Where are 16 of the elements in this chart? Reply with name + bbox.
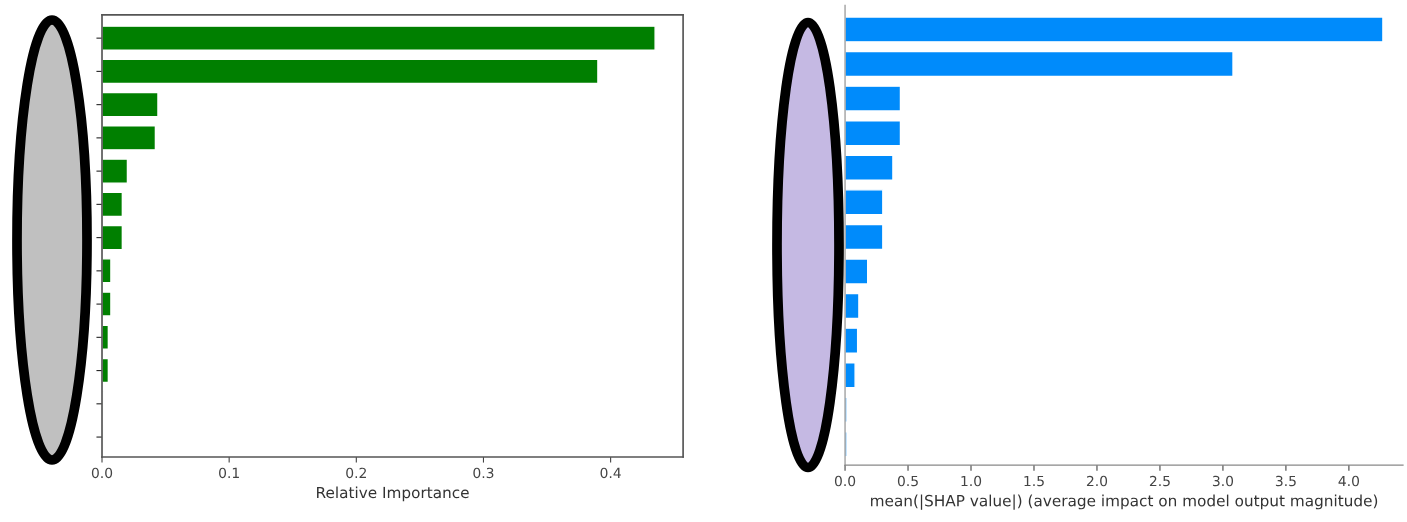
- x-tick-label: 0.1: [219, 467, 239, 479]
- x-tick-label: 3.5: [1275, 475, 1296, 487]
- x-tick-label: 4.0: [1338, 475, 1360, 487]
- x-tick-label: 2.0: [1086, 475, 1108, 487]
- x-tick-label: 0.3: [473, 467, 494, 479]
- x-axis-title: mean(|SHAP value|) (average impact on model output magnitude): [871, 494, 1378, 510]
- x-tick-label: 0.0: [834, 475, 856, 487]
- x-tick-label: 1.0: [961, 475, 982, 487]
- x-tick-label: 1.5: [1024, 475, 1044, 487]
- x-axis-title: Relative Importance: [317, 486, 469, 502]
- x-tick-label: 0.5: [897, 475, 918, 487]
- x-tick-label: 0.0: [91, 467, 113, 479]
- x-tick-label: 0.2: [346, 467, 366, 479]
- x-tick-label: 0.4: [600, 467, 621, 479]
- x-tick-label: 3.0: [1212, 475, 1234, 487]
- x-tick-label: 2.5: [1149, 475, 1170, 487]
